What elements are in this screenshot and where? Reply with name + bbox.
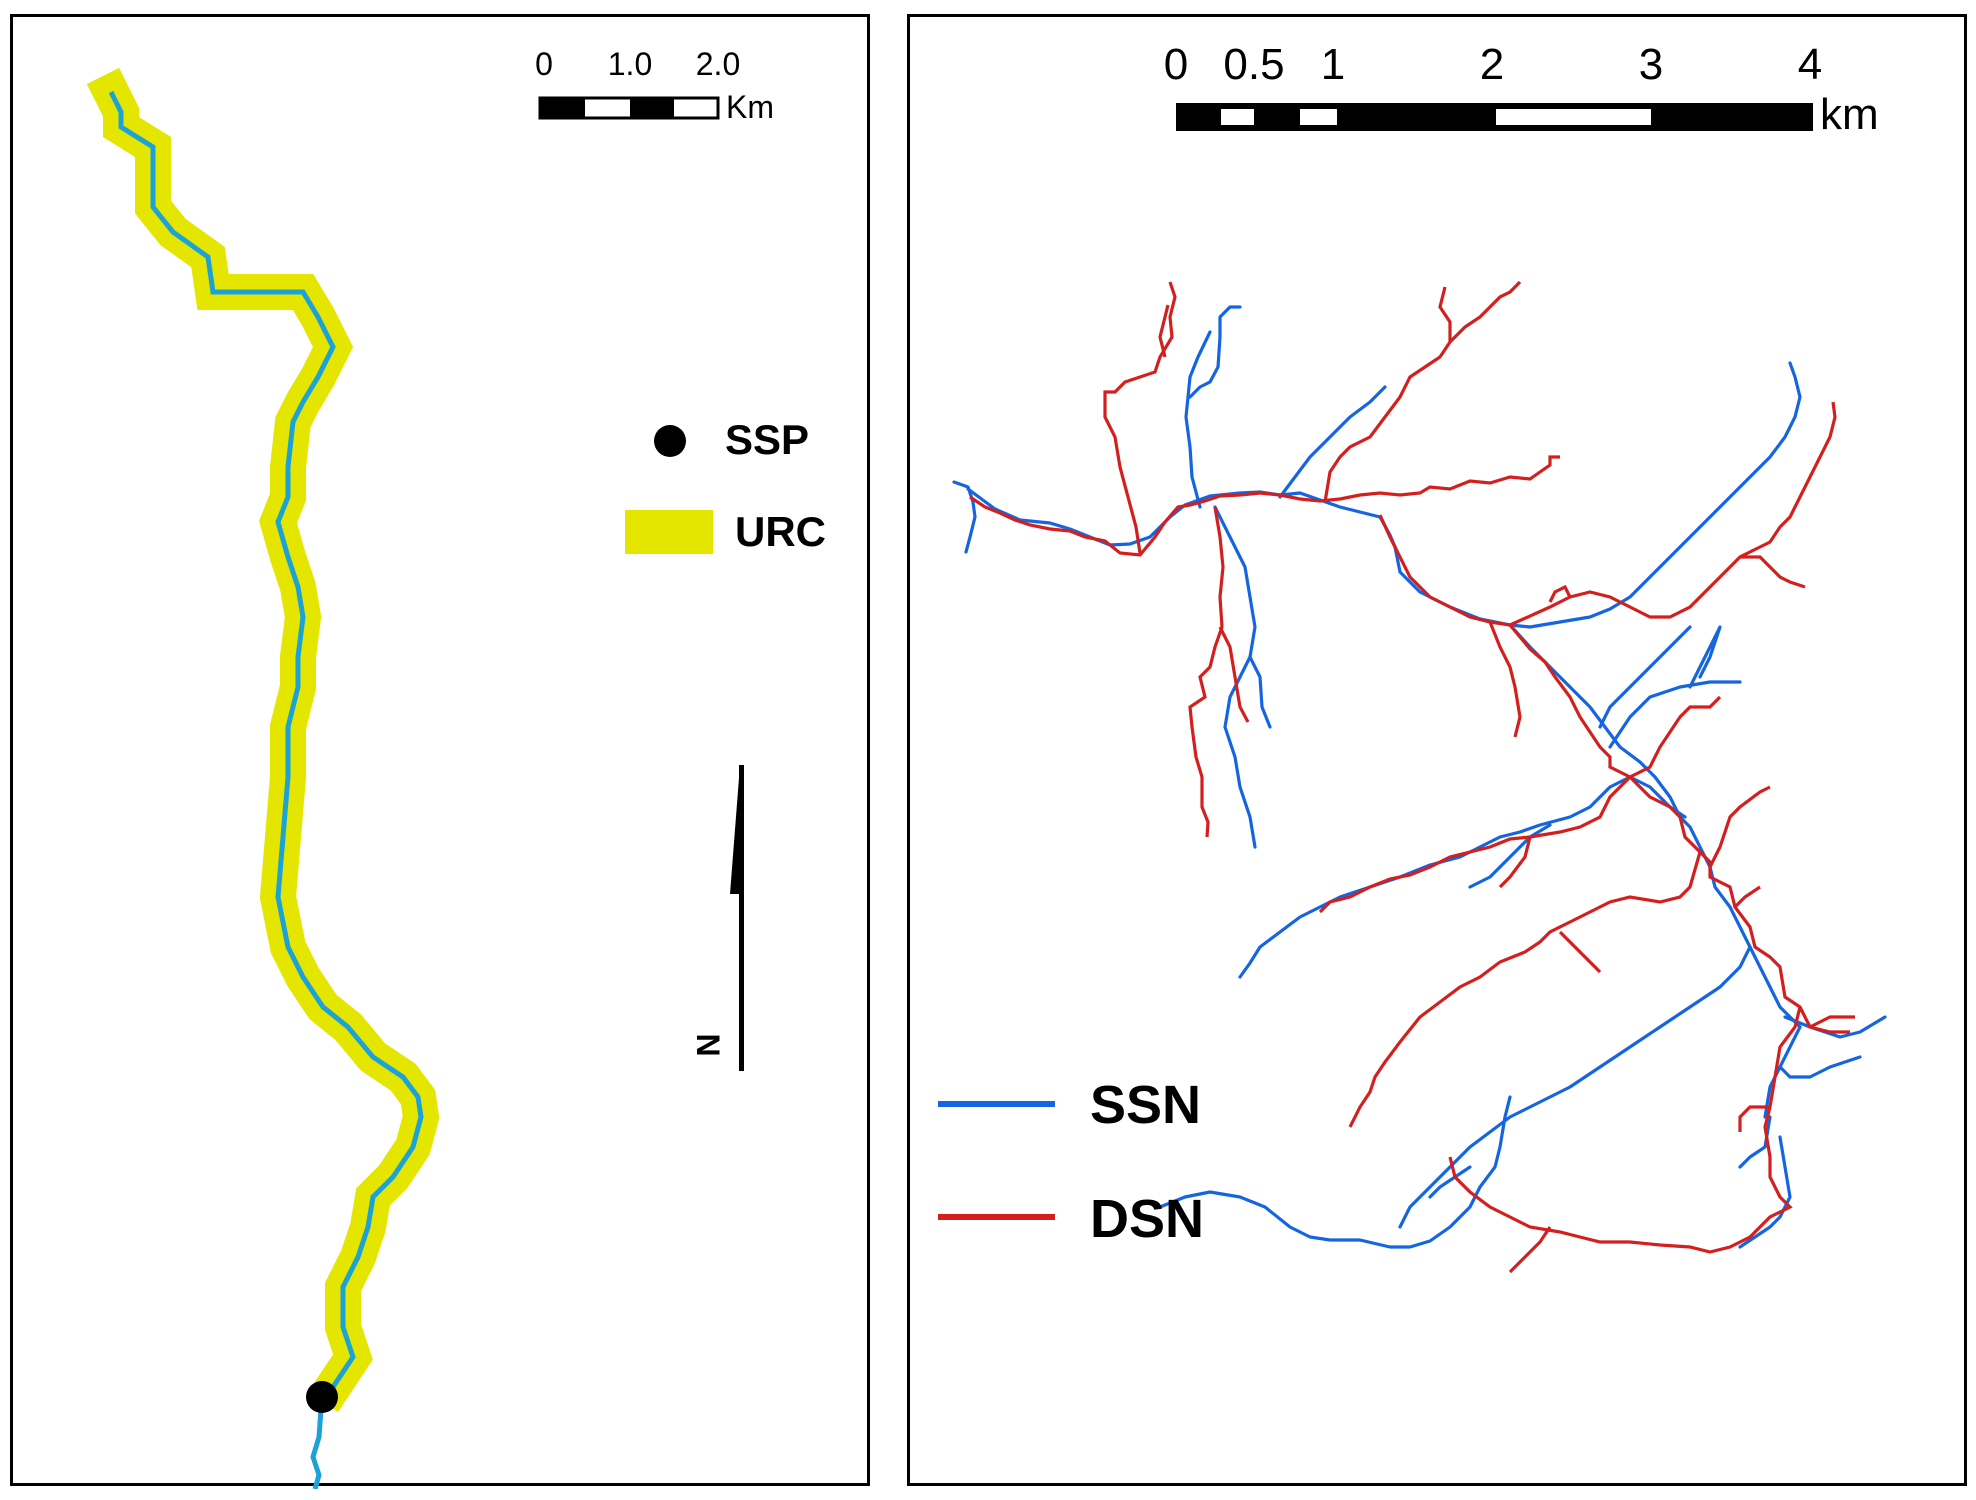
north-label: N (690, 1033, 726, 1056)
ssn-network (952, 305, 1887, 1249)
scale-tick-label: 1.0 (608, 46, 652, 82)
left-map-panel: 0 1.0 2.0 Km SSP URC N (10, 14, 870, 1489)
scale-unit: Km (726, 89, 774, 125)
ssp-point (306, 1381, 338, 1413)
scale-unit: km (1820, 90, 1879, 139)
scale-tick-label: 2 (1480, 40, 1504, 89)
north-arrow: N (690, 765, 744, 1071)
right-scale-bar: 0 0.5 1 2 3 4 km (1164, 40, 1879, 139)
left-legend: SSP URC (625, 416, 826, 555)
scale-tick-label: 0 (1164, 40, 1188, 89)
scale-tick-label: 0.5 (1223, 40, 1284, 89)
scale-tick-label: 2.0 (696, 46, 740, 82)
urc-legend-swatch (625, 510, 713, 554)
scale-tick-label: 4 (1798, 40, 1822, 89)
left-scale-bar: 0 1.0 2.0 Km (535, 46, 774, 125)
scale-tick-label: 0 (535, 46, 553, 82)
right-map-panel: 0 0.5 1 2 3 4 km (907, 14, 1967, 1486)
ssp-legend-label: SSP (725, 416, 809, 463)
urc-legend-label: URC (735, 508, 826, 555)
right-legend: SSN DSN (938, 1075, 1204, 1249)
scale-tick-label: 1 (1321, 40, 1345, 89)
ssp-legend-symbol (654, 425, 686, 457)
right-map-canvas: 0 0.5 1 2 3 4 km (938, 40, 1887, 1274)
dsn-network (969, 280, 1855, 1274)
dsn-legend-label: DSN (1090, 1189, 1204, 1249)
left-map-canvas: 0 1.0 2.0 Km SSP URC N (86, 46, 826, 1489)
ssn-legend-label: SSN (1090, 1075, 1201, 1135)
scale-tick-label: 3 (1639, 40, 1663, 89)
stream-line (108, 90, 424, 1489)
